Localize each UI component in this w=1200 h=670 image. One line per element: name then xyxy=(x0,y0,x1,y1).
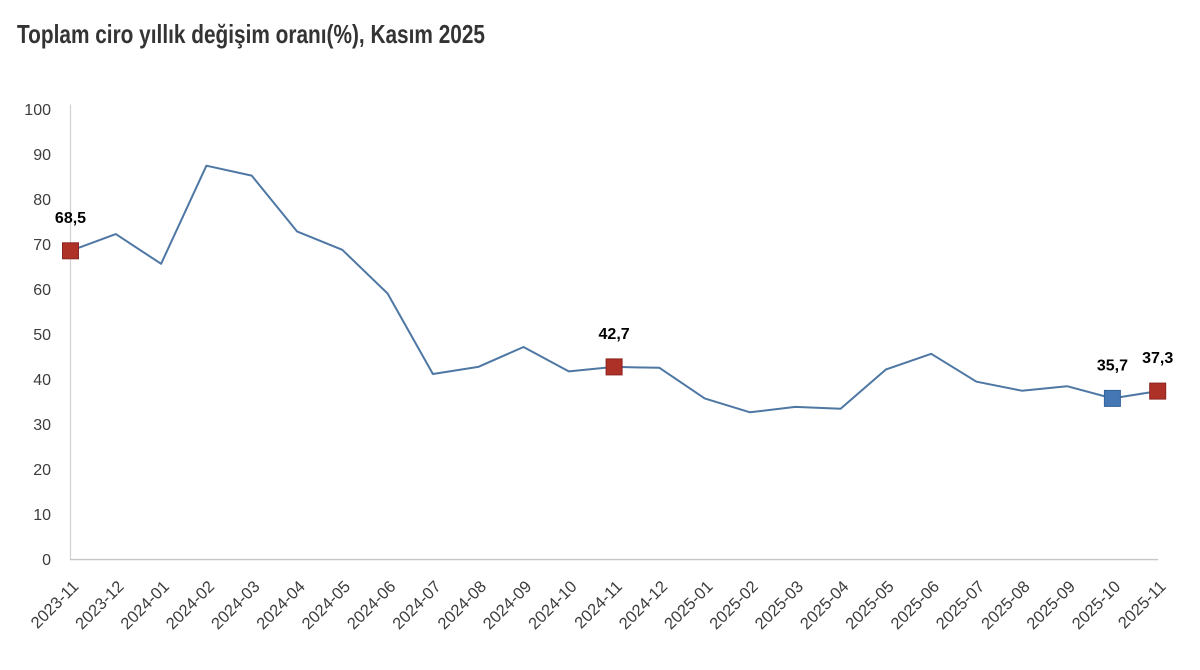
svg-text:70: 70 xyxy=(33,237,51,254)
svg-text:10: 10 xyxy=(33,507,51,524)
svg-text:40: 40 xyxy=(33,372,51,389)
svg-text:0: 0 xyxy=(42,552,51,569)
svg-text:30: 30 xyxy=(33,417,51,434)
svg-text:60: 60 xyxy=(33,282,51,299)
svg-text:50: 50 xyxy=(33,327,51,344)
svg-text:42,7: 42,7 xyxy=(599,326,630,343)
svg-text:20: 20 xyxy=(33,462,51,479)
svg-text:90: 90 xyxy=(33,147,51,164)
svg-text:80: 80 xyxy=(33,192,51,209)
svg-text:35,7: 35,7 xyxy=(1097,357,1128,374)
svg-text:68,5: 68,5 xyxy=(55,210,86,227)
svg-text:100: 100 xyxy=(24,102,51,119)
svg-text:37,3: 37,3 xyxy=(1142,350,1173,367)
svg-text:Toplam ciro yıllık değişim ora: Toplam ciro yıllık değişim oranı(%), Kas… xyxy=(17,19,485,49)
